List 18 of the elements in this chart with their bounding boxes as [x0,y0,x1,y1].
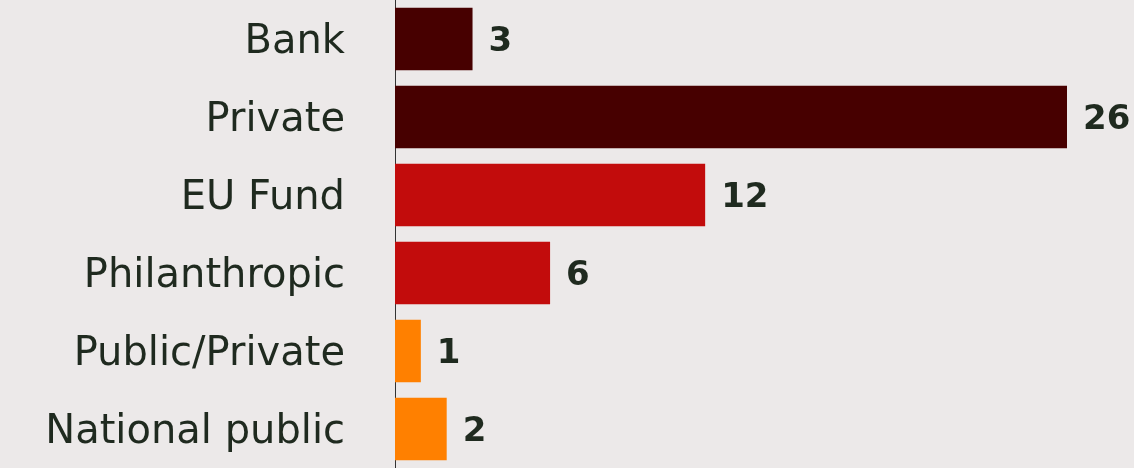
y-tick-label: Public/Private [73,328,345,374]
y-tick-label: National public [45,406,345,452]
bar [395,85,1067,149]
data-label: 12 [721,175,769,215]
bar [395,241,551,305]
y-tick-label: Private [205,94,345,140]
y-tick-label: Philanthropic [83,250,345,296]
bar [395,163,706,227]
data-label: 6 [566,253,590,293]
y-tick-label: Bank [244,16,346,62]
bar [395,319,421,383]
data-label: 1 [436,331,461,371]
data-label: 2 [462,409,487,449]
y-tick-label: EU Fund [180,172,345,218]
data-label: 26 [1083,97,1131,137]
bar [395,7,473,71]
bar [395,397,447,461]
data-label: 3 [488,19,513,59]
